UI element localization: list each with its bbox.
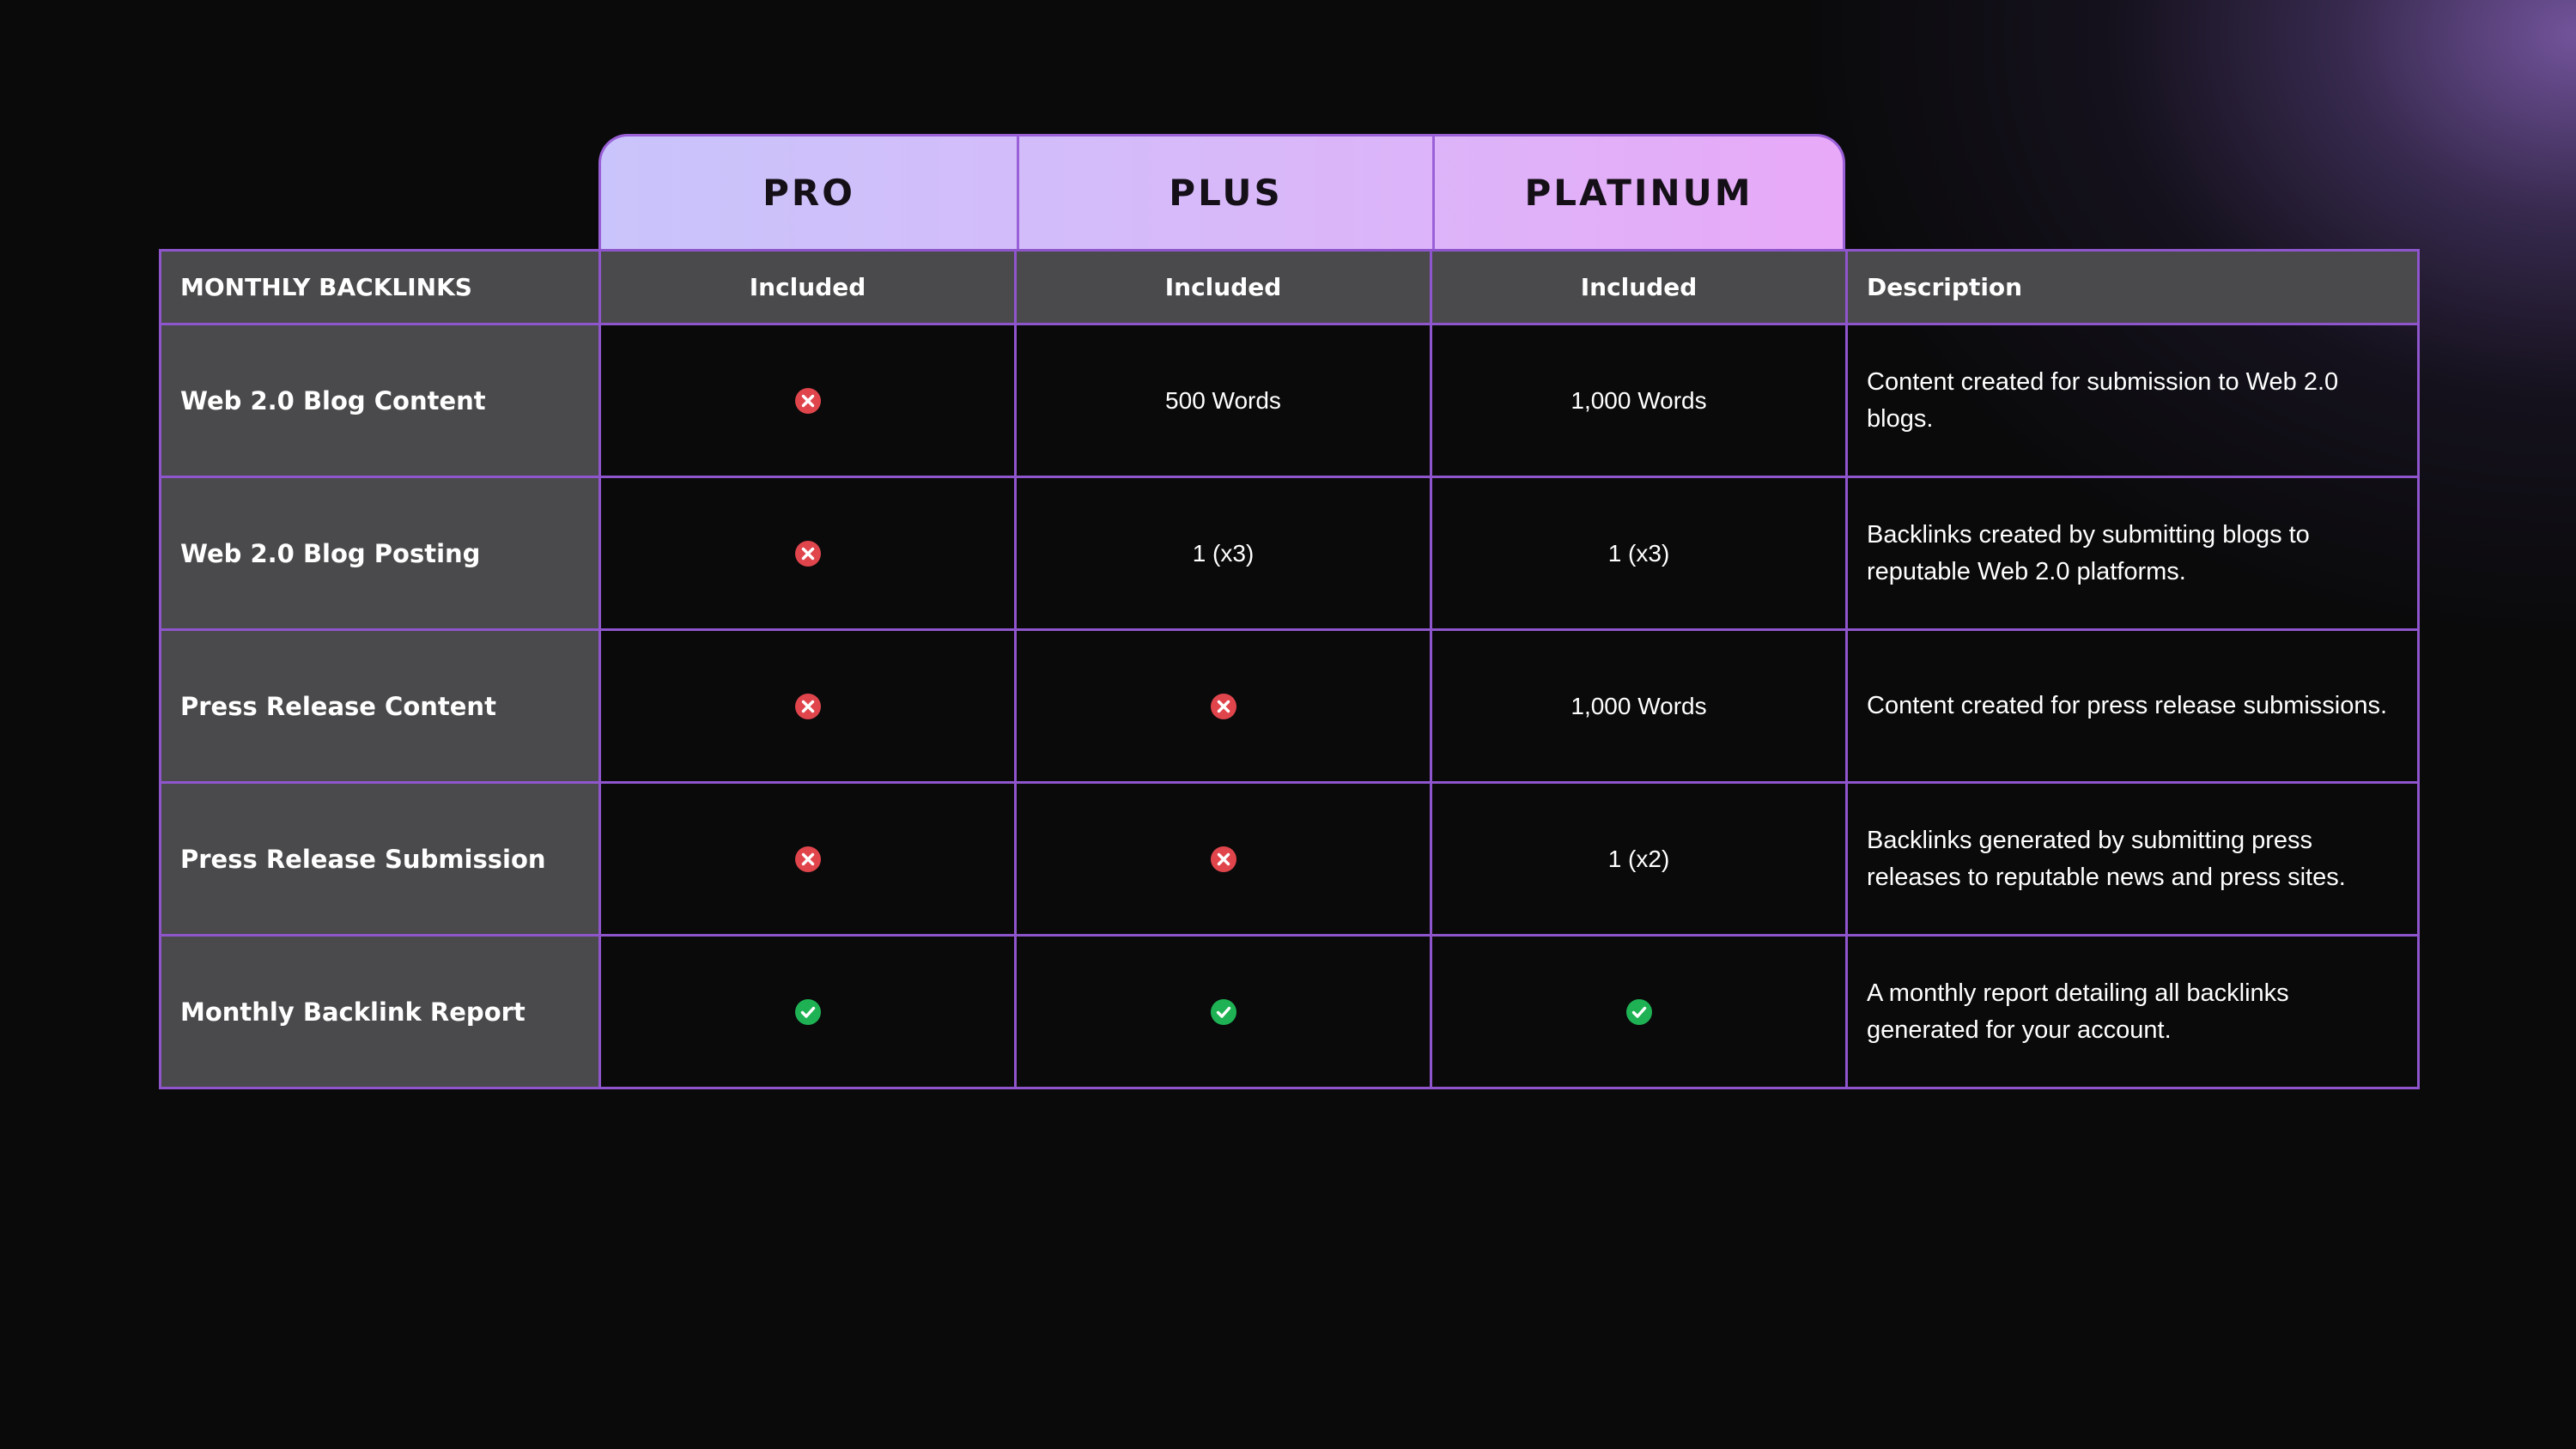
row-description: Backlinks generated by submitting press …: [1845, 781, 2420, 937]
row-label: Monthly Backlink Report: [159, 934, 601, 1089]
table-row: Press Release Submission 1 (x2) Backlinks …: [159, 781, 2420, 937]
cell-pro: [598, 476, 1017, 631]
tier-pro: PRO: [762, 172, 855, 214]
cell-platinum: 1 (x3): [1430, 476, 1848, 631]
row-label: Press Release Submission: [159, 781, 601, 937]
cell-pro: [598, 323, 1017, 478]
cross-icon: [794, 540, 822, 567]
cell-platinum: 1,000 Words: [1430, 628, 1848, 784]
table-row: Monthly Backlink Report A monthly report …: [159, 934, 2420, 1089]
cell-pro: [598, 934, 1017, 1089]
header-label: MONTHLY BACKLINKS: [159, 249, 601, 325]
row-description: Content created for press release submis…: [1845, 628, 2420, 784]
cross-icon: [1210, 693, 1237, 720]
cell-plus: 500 Words: [1014, 323, 1432, 478]
header-included-platinum: Included: [1430, 249, 1848, 325]
cross-icon: [794, 846, 822, 873]
header-description: Description: [1845, 249, 2420, 325]
row-label: Press Release Content: [159, 628, 601, 784]
table-row: Web 2.0 Blog Posting 1 (x3) 1 (x3) Backlink…: [159, 476, 2420, 631]
tier-platinum: PLATINUM: [1432, 136, 1843, 249]
cross-icon: [794, 387, 822, 415]
comparison-table: MONTHLY BACKLINKS Included Included Incl…: [159, 249, 2420, 1089]
cross-icon: [1210, 846, 1237, 873]
cell-platinum: 1,000 Words: [1430, 323, 1848, 478]
cell-platinum: [1430, 934, 1848, 1089]
cell-pro: [598, 628, 1017, 784]
row-label: Web 2.0 Blog Posting: [159, 476, 601, 631]
cell-plus: [1014, 934, 1432, 1089]
table-row: Press Release Content 1,000 Words Content …: [159, 628, 2420, 784]
cell-plus: 1 (x3): [1014, 476, 1432, 631]
table-header-row: MONTHLY BACKLINKS Included Included Incl…: [159, 249, 2420, 325]
header-included-pro: Included: [598, 249, 1017, 325]
cell-pro: [598, 781, 1017, 937]
cell-plus: [1014, 628, 1432, 784]
cross-icon: [794, 693, 822, 720]
row-description: Backlinks created by submitting blogs to…: [1845, 476, 2420, 631]
check-icon: [1210, 998, 1237, 1026]
cell-plus: [1014, 781, 1432, 937]
row-description: Content created for submission to Web 2.…: [1845, 323, 2420, 478]
table-row: Web 2.0 Blog Content 500 Words 1,000 Words…: [159, 323, 2420, 478]
tier-header-row: PRO PLUS PLATINUM: [598, 134, 1845, 249]
row-label: Web 2.0 Blog Content: [159, 323, 601, 478]
check-icon: [1625, 998, 1653, 1026]
header-included-plus: Included: [1014, 249, 1432, 325]
cell-platinum: 1 (x2): [1430, 781, 1848, 937]
row-description: A monthly report detailing all backlinks…: [1845, 934, 2420, 1089]
check-icon: [794, 998, 822, 1026]
tier-plus: PLUS: [1017, 136, 1432, 249]
